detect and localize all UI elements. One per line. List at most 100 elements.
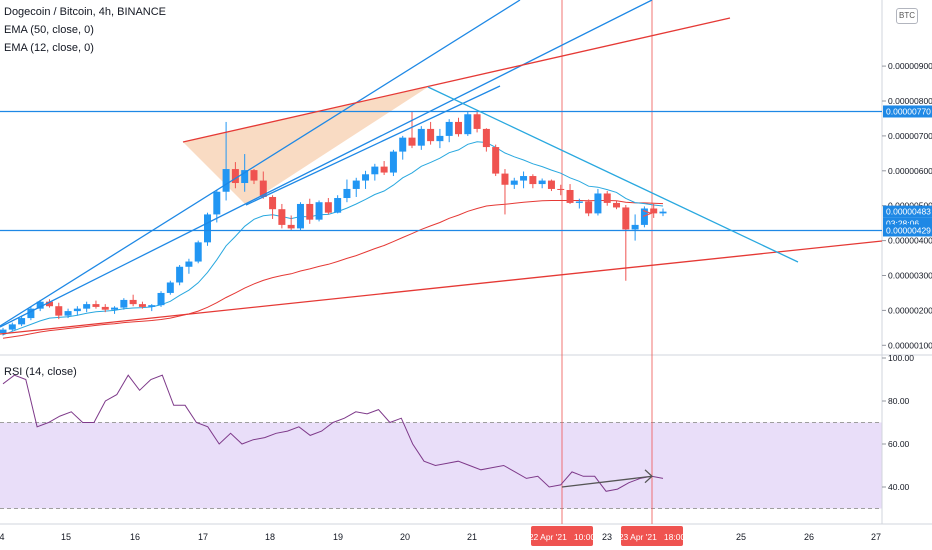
- candle-body: [18, 318, 26, 325]
- rsi-band: [0, 422, 882, 509]
- candle-body: [594, 193, 602, 214]
- ema-50-line: [2, 200, 664, 339]
- candle-body: [278, 209, 286, 225]
- candle-body: [250, 170, 258, 181]
- candle-body: [185, 261, 193, 267]
- candle-body: [538, 180, 546, 185]
- price-flag-label: 0.00000429: [886, 225, 931, 235]
- time-tick-label: 17: [198, 532, 208, 542]
- time-tick-label: 21: [467, 532, 477, 542]
- candle-body: [176, 266, 184, 283]
- candle-body: [501, 173, 509, 185]
- candle-body: [417, 128, 425, 146]
- candle-body: [380, 166, 388, 173]
- candle-body: [399, 137, 407, 152]
- wedge-lower-line: [245, 85, 501, 206]
- candle-body: [111, 307, 119, 310]
- price-tick-label: 0.00000800: [888, 96, 932, 106]
- rsi-legend[interactable]: RSI (14, close): [4, 366, 77, 378]
- candle-body: [362, 174, 370, 181]
- rsi-tick-label: 80.00: [888, 396, 910, 406]
- time-tick-label: 26: [804, 532, 814, 542]
- ema-12-legend[interactable]: EMA (12, close, 0): [4, 42, 94, 54]
- candle-body: [0, 329, 7, 334]
- candle-body: [8, 324, 16, 330]
- candle-body: [659, 211, 667, 214]
- candle-body: [575, 201, 583, 203]
- candle-body: [64, 311, 72, 316]
- candle-body: [269, 196, 277, 210]
- price-flag-label: 0.00000770: [886, 106, 931, 116]
- candle-body: [120, 299, 128, 308]
- descending-line: [427, 86, 799, 263]
- candle-body: [445, 121, 453, 136]
- time-tick-label: 25: [736, 532, 746, 542]
- candle-body: [306, 203, 314, 220]
- candle-body: [27, 308, 35, 319]
- candle-body: [389, 151, 397, 173]
- candle-body: [138, 304, 146, 307]
- time-tick-label: 4: [0, 532, 5, 542]
- price-tick-label: 0.00000900: [888, 61, 932, 71]
- time-flag: [531, 526, 593, 546]
- candle-body: [613, 202, 621, 208]
- candle-body: [454, 121, 462, 135]
- candle-body: [92, 304, 100, 307]
- price-flag-label: 0.00000483: [886, 207, 931, 217]
- candle-body: [492, 147, 500, 174]
- time-tick-label: 20: [400, 532, 410, 542]
- candle-body: [640, 208, 648, 225]
- wedge-breakout-line: [0, 0, 653, 328]
- price-arrow-head: [642, 209, 653, 217]
- price-flag: [883, 105, 932, 118]
- candle-body: [529, 176, 537, 185]
- candle-body: [259, 180, 267, 197]
- candle-body: [324, 202, 332, 213]
- candle-body: [520, 176, 528, 181]
- time-tick-label: 23: [602, 532, 612, 542]
- wedge-upper-line: [182, 17, 731, 143]
- time-flag-label: 23 Apr '21 18:00: [619, 532, 686, 542]
- candle-body: [296, 203, 304, 229]
- candle-body: [222, 169, 230, 192]
- price-flag-label: 03:28:06: [886, 219, 919, 229]
- candle-body: [166, 282, 174, 293]
- currency-badge[interactable]: BTC: [896, 8, 918, 24]
- candle-body: [622, 207, 630, 230]
- price-flag: [883, 205, 932, 218]
- candle-body: [83, 304, 91, 309]
- candle-body: [547, 180, 555, 189]
- price-tick-label: 0.00000400: [888, 236, 932, 246]
- candle-body: [287, 224, 295, 229]
- candle-body: [482, 128, 490, 148]
- candle-body: [631, 224, 639, 230]
- candle-body: [371, 166, 379, 175]
- price-tick-label: 0.00000700: [888, 131, 932, 141]
- candle-body: [45, 301, 53, 307]
- candle-body: [157, 292, 165, 306]
- candle-body: [464, 114, 472, 135]
- ema-50-legend[interactable]: EMA (50, close, 0): [4, 24, 94, 36]
- candle-body: [148, 305, 156, 307]
- price-tick-label: 0.00000600: [888, 166, 932, 176]
- ema-12-line: [2, 141, 664, 336]
- symbol-title[interactable]: Dogecoin / Bitcoin, 4h, BINANCE: [4, 6, 167, 18]
- rsi-tick-label: 40.00: [888, 482, 910, 492]
- candle-body: [241, 170, 249, 184]
- candle-body: [566, 189, 574, 203]
- candle-body: [101, 306, 109, 310]
- candle-body: [436, 135, 444, 142]
- time-tick-label: 15: [61, 532, 71, 542]
- time-tick-label: 19: [333, 532, 343, 542]
- candle-body: [231, 169, 239, 184]
- candle-body: [343, 188, 351, 199]
- candle-body: [427, 128, 435, 142]
- channel-upper-line: [0, 0, 521, 327]
- candle-body: [213, 191, 221, 215]
- rsi-tick-label: 100.00: [888, 353, 914, 363]
- candle-body: [204, 214, 212, 243]
- candle-body: [129, 299, 137, 305]
- rsi-line: [2, 374, 664, 492]
